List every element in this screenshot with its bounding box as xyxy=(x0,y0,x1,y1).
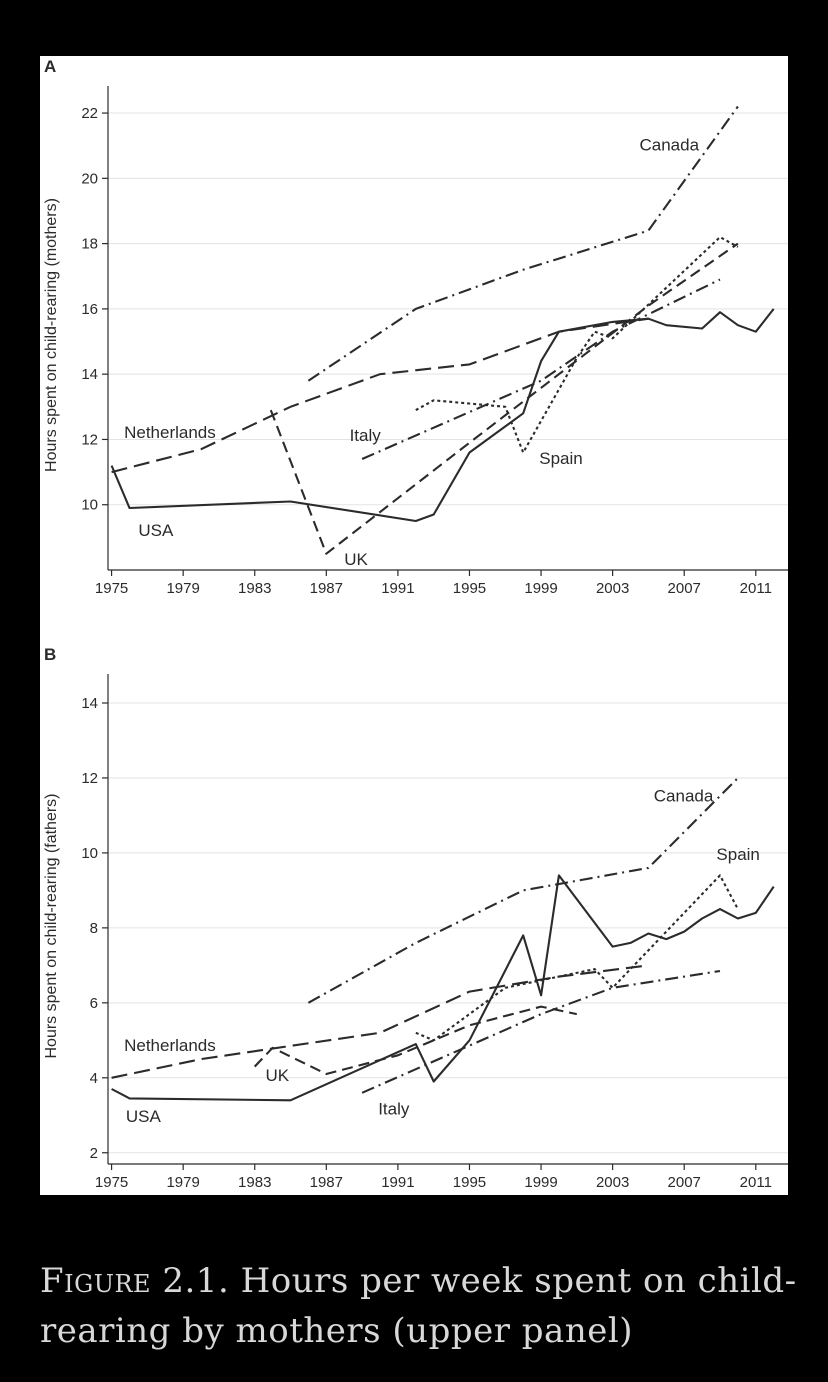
panel-a-series-spain xyxy=(415,236,739,454)
panel-b-ytick-label-2: 2 xyxy=(90,1145,98,1162)
panel-a-xtick-label-2007: 2007 xyxy=(668,580,701,597)
panel-a-ytick-label-16: 16 xyxy=(81,301,98,318)
panel-a-ytick-label-18: 18 xyxy=(81,236,98,253)
panel-a-label-spain: Spain xyxy=(539,449,582,468)
panel-a-label-canada: Canada xyxy=(639,136,699,155)
panel-b-series-uk xyxy=(253,1005,578,1076)
panel-a-ytick-label-14: 14 xyxy=(81,366,98,383)
panel-b-xtick-label-2003: 2003 xyxy=(596,1174,629,1191)
panel-b-xtick-label-2011: 2011 xyxy=(740,1174,772,1191)
panel-b-xtick-label-1991: 1991 xyxy=(381,1174,414,1191)
panel-b-ylabel: Hours spent on child-rearing (fathers) xyxy=(43,793,60,1058)
panel-b-xtick-label-1999: 1999 xyxy=(524,1174,557,1191)
panel-b-label-canada: Canada xyxy=(654,787,714,806)
panel-b-xtick-label-2007: 2007 xyxy=(668,1174,701,1191)
panel-b: 2 4 6 8 10 12 14 1975 1979 1983 1987 1991 1995 1999 20… xyxy=(43,645,788,1191)
panel-a-label-netherlands: Netherlands xyxy=(124,423,216,442)
panel-b-ytick-label-8: 8 xyxy=(90,920,98,937)
panel-b-ytick-label-4: 4 xyxy=(90,1070,98,1087)
panel-b-xtick-label-1987: 1987 xyxy=(310,1174,343,1191)
panel-a-ytick-label-22: 22 xyxy=(81,105,98,122)
panel-a-xtick-label-1975: 1975 xyxy=(95,580,128,597)
panel-a-xtick-label-1987: 1987 xyxy=(310,580,343,597)
panel-b-xtick-label-1975: 1975 xyxy=(95,1174,128,1191)
panel-a-xtick-label-1999: 1999 xyxy=(524,580,557,597)
figure-panel: 10 12 14 16 18 20 22 1975 1979 1983 1987 1991 1995 19… xyxy=(40,56,788,1195)
panel-a-xtick-label-1979: 1979 xyxy=(166,580,199,597)
panel-a-xtick-label-2011: 2011 xyxy=(740,580,772,597)
panel-a-ytick-label-20: 20 xyxy=(81,170,98,187)
panel-a: 10 12 14 16 18 20 22 1975 1979 1983 1987 1991 1995 19… xyxy=(43,57,788,597)
caption-label: Figure 2.1. xyxy=(40,1261,230,1301)
figure-caption: Figure 2.1. Hours per week spent on chil… xyxy=(40,1256,800,1356)
panel-a-ytick-label-10: 10 xyxy=(81,497,98,514)
panel-a-letter: A xyxy=(44,57,56,76)
panel-a-label-uk: UK xyxy=(344,550,368,569)
panel-b-xtick-label-1995: 1995 xyxy=(453,1174,486,1191)
panel-b-series-spain xyxy=(415,874,739,1042)
panel-a-xtick-label-2003: 2003 xyxy=(596,580,629,597)
panel-b-label-usa: USA xyxy=(126,1107,162,1126)
panel-a-xtick-label-1995: 1995 xyxy=(453,580,486,597)
panel-a-series-usa xyxy=(110,308,775,523)
panel-b-label-uk: UK xyxy=(265,1066,289,1085)
panel-a-ylabel: Hours spent on child-rearing (mothers) xyxy=(43,198,60,472)
panel-b-label-netherlands: Netherlands xyxy=(124,1036,216,1055)
panel-b-label-italy: Italy xyxy=(378,1100,410,1119)
panel-b-series-italy xyxy=(361,969,721,1094)
panel-a-xtick-label-1983: 1983 xyxy=(238,580,271,597)
panel-b-xtick-label-1983: 1983 xyxy=(238,1174,271,1191)
panel-b-ytick-label-6: 6 xyxy=(90,995,98,1012)
panel-a-series-canada xyxy=(307,105,739,382)
panel-a-series-netherlands xyxy=(111,317,649,474)
panel-a-series-uk xyxy=(269,242,739,555)
panel-b-xtick-label-1979: 1979 xyxy=(166,1174,199,1191)
panel-b-letter: B xyxy=(44,645,56,664)
panel-a-ytick-label-12: 12 xyxy=(81,431,98,448)
panel-b-ytick-label-10: 10 xyxy=(81,845,98,862)
panel-a-label-usa: USA xyxy=(138,521,174,540)
panel-b-ytick-label-14: 14 xyxy=(81,695,98,712)
caption-text: Hours per week spent on child-rearing by… xyxy=(40,1261,797,1351)
panel-b-series-usa xyxy=(111,874,775,1102)
panel-b-series-canada xyxy=(307,777,739,1004)
panel-b-label-spain: Spain xyxy=(716,845,759,864)
figure-charts: 10 12 14 16 18 20 22 1975 1979 1983 1987 1991 1995 19… xyxy=(43,57,788,1191)
panel-a-xtick-label-1991: 1991 xyxy=(381,580,414,597)
panel-b-ytick-label-12: 12 xyxy=(81,770,98,787)
panel-a-label-italy: Italy xyxy=(350,426,382,445)
